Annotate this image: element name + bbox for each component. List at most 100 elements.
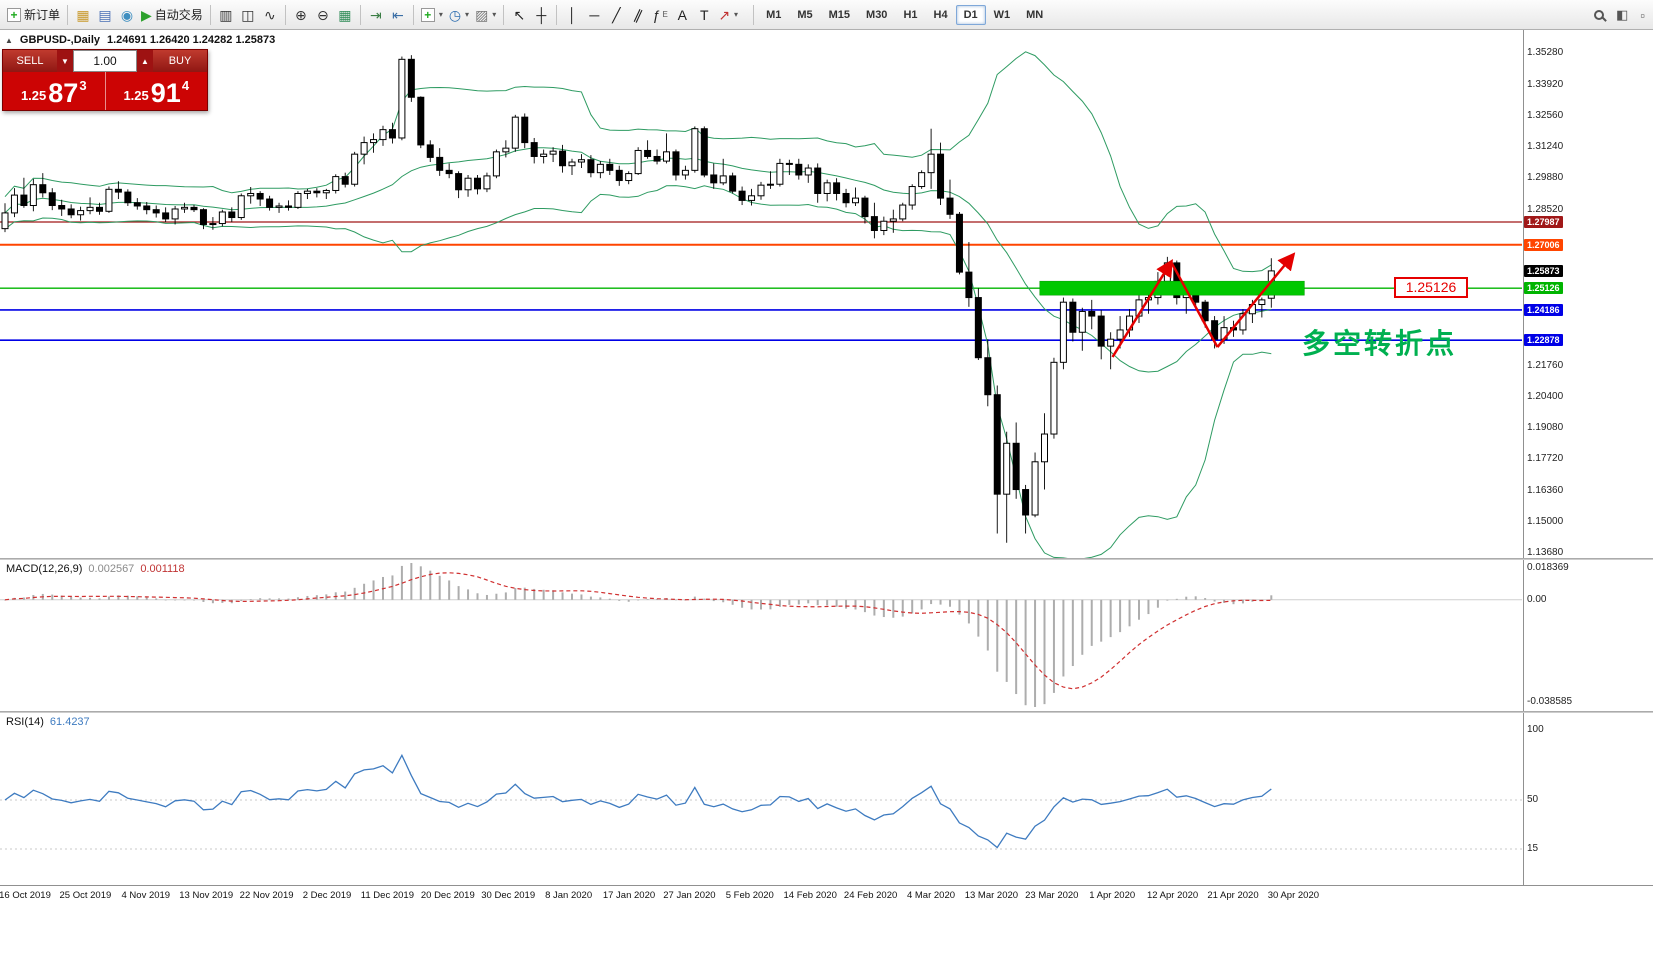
panel-splitter[interactable] [0, 558, 1653, 560]
time-axis-label: 14 Feb 2020 [783, 890, 837, 901]
arrows-icon[interactable]: ↗ ▾ [715, 3, 741, 27]
chart-shift-icon[interactable]: ⇤ [387, 3, 409, 27]
price-chart-canvas[interactable] [0, 30, 1522, 558]
horizontal-line-icon[interactable]: ─ [583, 3, 605, 27]
autotrading-button: ▶ [141, 6, 152, 23]
time-axis-label: 4 Nov 2019 [121, 890, 171, 901]
time-axis-label: 13 Mar 2020 [964, 890, 1019, 901]
toolbar-separator [209, 4, 211, 25]
price-axis-label: 1.20400 [1527, 391, 1564, 403]
timeframe-button-mn[interactable]: MN [1026, 8, 1044, 21]
periods-icon-caret[interactable]: ▾ [465, 10, 470, 19]
time-axis-label: 16 Oct 2019 [0, 890, 51, 901]
price-axis-line-label: 1.22878 [1524, 334, 1563, 347]
volume-decrease-icon[interactable]: ▼ [57, 50, 73, 72]
sell-price-prefix: 1.25 [20, 88, 47, 103]
timeframe-button-m30[interactable]: M30 [866, 8, 888, 21]
tile-windows-icon[interactable]: ▦ [334, 3, 356, 27]
new-order-button: + [7, 7, 21, 22]
templates-icon-caret[interactable]: ▾ [492, 10, 497, 19]
dock-windows-icon[interactable]: ◧ [1616, 7, 1629, 22]
sell-button[interactable]: SELL [3, 50, 57, 72]
buy-price-pips: 91 [150, 78, 181, 108]
price-axis-border [1523, 30, 1524, 885]
rsi-indicator-label: RSI(14) 61.4237 [6, 716, 90, 728]
zoom-out-icon: ⊖ [316, 6, 329, 23]
turning-point-annotation: 多空转折点 [1302, 328, 1458, 359]
volume-input[interactable]: 1.00 [73, 50, 137, 72]
timeframe-button-m15[interactable]: M15 [828, 8, 851, 21]
price-axis-label: 1.19080 [1527, 422, 1564, 434]
cursor-icon[interactable]: ↖ [508, 3, 530, 27]
equidistant-channel-icon[interactable]: ∥ [627, 3, 649, 27]
zone-price-label[interactable]: 1.25126 [1394, 277, 1468, 298]
periods-icon[interactable]: ◷ ▾ [446, 3, 472, 27]
timeframe-button-d1[interactable]: D1 [955, 4, 986, 25]
search-icon[interactable] [1594, 10, 1605, 20]
timeframe-button-m5[interactable]: M5 [797, 8, 813, 21]
arrows-icon-caret[interactable]: ▾ [734, 10, 739, 19]
time-axis-label: 24 Feb 2020 [843, 890, 898, 901]
timeframe-button-m1[interactable]: M1 [766, 8, 782, 21]
time-axis-label: 23 Mar 2020 [1025, 890, 1079, 901]
one-click-trading-panel: SELL ▼ 1.00 ▲ BUY 1.25 87 3 1.25 91 4 [2, 49, 208, 111]
text-icon: A [677, 6, 687, 23]
text-icon[interactable]: A [671, 3, 693, 27]
zoom-in-icon[interactable]: ⊕ [290, 3, 312, 27]
panel-splitter[interactable] [0, 711, 1653, 713]
toolbar-separator [284, 4, 286, 25]
toolbar: + 新订单 ▦ ▤ ◉ ▶ 自动交易 ▥ ◫ ∿ ⊕ ⊖ ▦ ⇥ ⇤ + ▾ ◷ ▾ ▨ ▾ ↖ ┼ │ ─ ╱ ∥ ƒ E A T ↗ ▾ M… [0, 0, 1653, 30]
buy-price-button[interactable]: 1.25 91 4 [106, 72, 208, 110]
fibonacci-icon-sub: E [662, 10, 668, 19]
chart-title-bar: ▲ GBPUSD-,Daily 1.24691 1.26420 1.24282 … [5, 34, 275, 46]
bar-chart-icon[interactable]: ▥ [215, 3, 237, 27]
timeframe-button-h4[interactable]: H4 [933, 8, 948, 21]
crosshair-icon: ┼ [536, 6, 547, 23]
profiles-icon[interactable]: ▤ [94, 3, 116, 27]
label-icon[interactable]: T [693, 3, 715, 27]
one-click-panel-toggle-icon[interactable]: ▲ [5, 35, 13, 45]
autotrading-button[interactable]: ▶ 自动交易 [138, 3, 206, 27]
candlestick-chart-icon[interactable]: ◫ [237, 3, 259, 27]
price-axis-label: 1.15000 [1527, 516, 1564, 528]
expand-toolbar-icon[interactable]: ▫ [1640, 7, 1645, 23]
timeframe-button-h1[interactable]: H1 [903, 8, 918, 21]
price-axis-line-label: 1.27987 [1524, 216, 1563, 228]
new-chart-icon[interactable]: ▦ [72, 3, 94, 27]
rsi-panel-canvas[interactable] [0, 713, 1522, 883]
time-axis[interactable]: 16 Oct 2019 25 Oct 2019 4 Nov 2019 13 Nov 2… [0, 885, 1653, 905]
auto-scroll-icon[interactable]: ⇥ [365, 3, 387, 27]
price-axis-line-label: 1.25126 [1524, 282, 1563, 295]
label-icon: T [700, 6, 709, 23]
buy-price-point: 4 [181, 78, 190, 93]
time-axis-label: 4 Mar 2020 [906, 890, 956, 901]
buy-button[interactable]: BUY [153, 50, 207, 72]
vertical-line-icon[interactable]: │ [561, 3, 583, 27]
timeframe-button-w1[interactable]: W1 [993, 8, 1011, 21]
macd-axis-label: 0.00 [1527, 593, 1547, 605]
price-axis-label: 1.21760 [1527, 360, 1564, 372]
data-window-icon[interactable]: ◉ [116, 3, 138, 27]
toolbar-separator [359, 4, 361, 25]
data-window-icon: ◉ [120, 6, 134, 23]
time-axis-label: 11 Dec 2019 [360, 890, 414, 901]
time-axis-label: 30 Dec 2019 [481, 890, 536, 901]
line-chart-icon[interactable]: ∿ [259, 3, 281, 27]
insert-indicator-icon[interactable]: + ▾ [418, 3, 446, 27]
volume-increase-icon[interactable]: ▲ [137, 50, 153, 72]
crosshair-icon[interactable]: ┼ [530, 3, 552, 27]
time-axis-label: 2 Dec 2019 [302, 890, 352, 901]
arrows-icon: ↗ [718, 6, 731, 23]
templates-icon[interactable]: ▨ ▾ [472, 3, 499, 27]
trendline-icon[interactable]: ╱ [605, 3, 627, 27]
zoom-out-icon[interactable]: ⊖ [312, 3, 334, 27]
new-order-button[interactable]: + 新订单 [4, 3, 63, 27]
price-axis-label: 1.16360 [1527, 484, 1564, 496]
sell-price-button[interactable]: 1.25 87 3 [3, 72, 105, 110]
trend-arrows-layer [1111, 252, 1296, 358]
time-axis-label: 17 Jan 2020 [602, 890, 656, 901]
sell-price-point: 3 [79, 78, 87, 93]
insert-indicator-icon-caret[interactable]: ▾ [438, 10, 443, 19]
macd-panel-canvas[interactable] [0, 560, 1522, 710]
